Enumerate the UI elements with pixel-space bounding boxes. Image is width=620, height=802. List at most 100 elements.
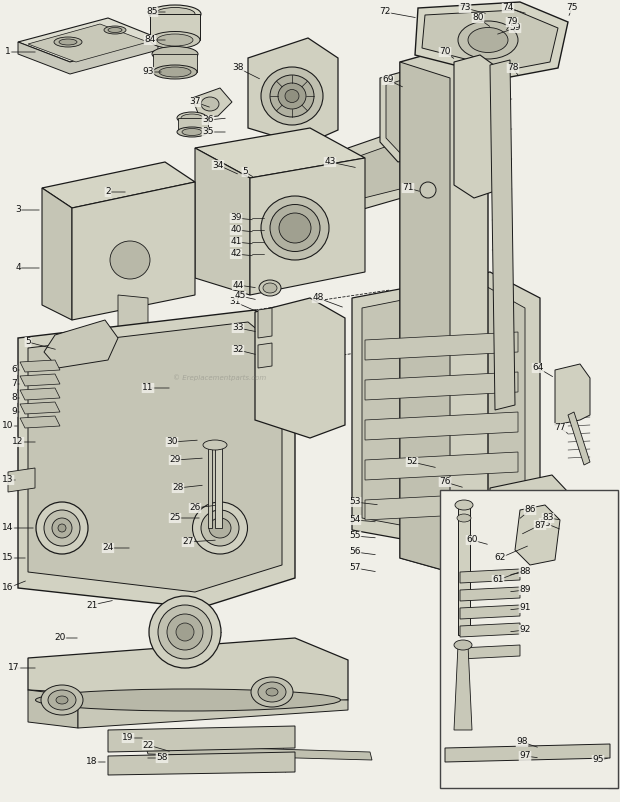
Ellipse shape (48, 690, 76, 710)
Ellipse shape (36, 502, 88, 554)
Ellipse shape (44, 510, 80, 546)
Ellipse shape (458, 21, 518, 59)
Polygon shape (380, 64, 446, 162)
Polygon shape (250, 158, 365, 295)
Text: 29: 29 (169, 456, 180, 464)
Ellipse shape (261, 67, 323, 125)
Ellipse shape (266, 688, 278, 696)
Text: 32: 32 (232, 346, 244, 354)
Text: 77: 77 (554, 423, 565, 432)
Ellipse shape (104, 26, 126, 34)
Polygon shape (515, 505, 560, 565)
Polygon shape (365, 412, 518, 440)
Polygon shape (490, 475, 568, 550)
Text: 71: 71 (402, 184, 414, 192)
Ellipse shape (285, 90, 299, 103)
Polygon shape (78, 696, 348, 728)
Polygon shape (352, 272, 540, 555)
Text: 88: 88 (520, 568, 531, 577)
Polygon shape (248, 38, 338, 145)
Ellipse shape (547, 540, 569, 560)
Text: 62: 62 (494, 553, 506, 562)
Polygon shape (44, 320, 118, 368)
Text: 85: 85 (146, 7, 157, 17)
Text: 72: 72 (379, 7, 391, 17)
Text: 59: 59 (509, 23, 521, 33)
Ellipse shape (263, 283, 277, 293)
Polygon shape (8, 468, 35, 492)
Text: 4: 4 (15, 264, 21, 273)
Text: 73: 73 (459, 3, 471, 13)
Text: 7: 7 (11, 379, 17, 388)
Polygon shape (365, 492, 518, 520)
Ellipse shape (149, 596, 221, 668)
Text: 76: 76 (439, 477, 451, 487)
Text: 60: 60 (466, 536, 478, 545)
Text: 3: 3 (15, 205, 21, 214)
Ellipse shape (201, 510, 239, 546)
Polygon shape (530, 515, 595, 590)
Text: 24: 24 (102, 544, 113, 553)
Ellipse shape (41, 685, 83, 715)
Polygon shape (460, 623, 520, 637)
Text: 44: 44 (232, 281, 244, 290)
Text: 53: 53 (349, 497, 361, 507)
Polygon shape (555, 364, 590, 425)
Polygon shape (42, 162, 195, 208)
Text: 21: 21 (86, 601, 98, 610)
Text: 20: 20 (55, 634, 66, 642)
Polygon shape (28, 24, 148, 62)
Text: 37: 37 (189, 98, 201, 107)
Ellipse shape (270, 205, 320, 252)
Text: 83: 83 (542, 513, 554, 522)
Polygon shape (124, 178, 156, 210)
Polygon shape (20, 416, 60, 428)
Text: 12: 12 (12, 438, 24, 447)
Polygon shape (460, 569, 520, 583)
Ellipse shape (259, 280, 281, 296)
Ellipse shape (56, 696, 68, 704)
Ellipse shape (52, 518, 72, 538)
Text: 41: 41 (230, 237, 242, 246)
Polygon shape (458, 505, 470, 635)
Ellipse shape (182, 128, 202, 136)
Bar (440, 490, 618, 788)
Ellipse shape (108, 27, 122, 33)
Ellipse shape (35, 689, 340, 711)
Polygon shape (362, 284, 525, 540)
Polygon shape (195, 148, 250, 295)
Text: 42: 42 (231, 249, 242, 258)
Text: 28: 28 (172, 484, 184, 492)
Text: 2: 2 (105, 188, 111, 196)
Polygon shape (445, 744, 610, 762)
Text: © Ereplacementparts.com: © Ereplacementparts.com (174, 375, 267, 381)
Text: 22: 22 (143, 740, 154, 750)
Ellipse shape (455, 500, 473, 510)
Ellipse shape (420, 182, 436, 198)
Polygon shape (20, 388, 60, 400)
Text: 6: 6 (11, 366, 17, 375)
Polygon shape (568, 412, 590, 465)
Text: 10: 10 (2, 422, 14, 431)
Polygon shape (72, 182, 195, 320)
Polygon shape (118, 295, 148, 345)
Text: 1: 1 (5, 47, 11, 56)
Polygon shape (415, 2, 568, 78)
Ellipse shape (258, 682, 286, 702)
Polygon shape (365, 332, 518, 360)
Polygon shape (400, 62, 450, 572)
Polygon shape (460, 587, 520, 601)
Ellipse shape (278, 83, 306, 109)
Polygon shape (108, 726, 295, 752)
Text: 5: 5 (25, 338, 31, 346)
Polygon shape (365, 452, 518, 480)
Polygon shape (108, 752, 295, 775)
Ellipse shape (468, 27, 508, 52)
Text: 86: 86 (525, 505, 536, 515)
Text: 93: 93 (142, 67, 154, 76)
Polygon shape (215, 445, 222, 528)
Ellipse shape (454, 640, 472, 650)
Polygon shape (350, 143, 408, 198)
Polygon shape (18, 310, 295, 608)
Ellipse shape (201, 97, 219, 111)
